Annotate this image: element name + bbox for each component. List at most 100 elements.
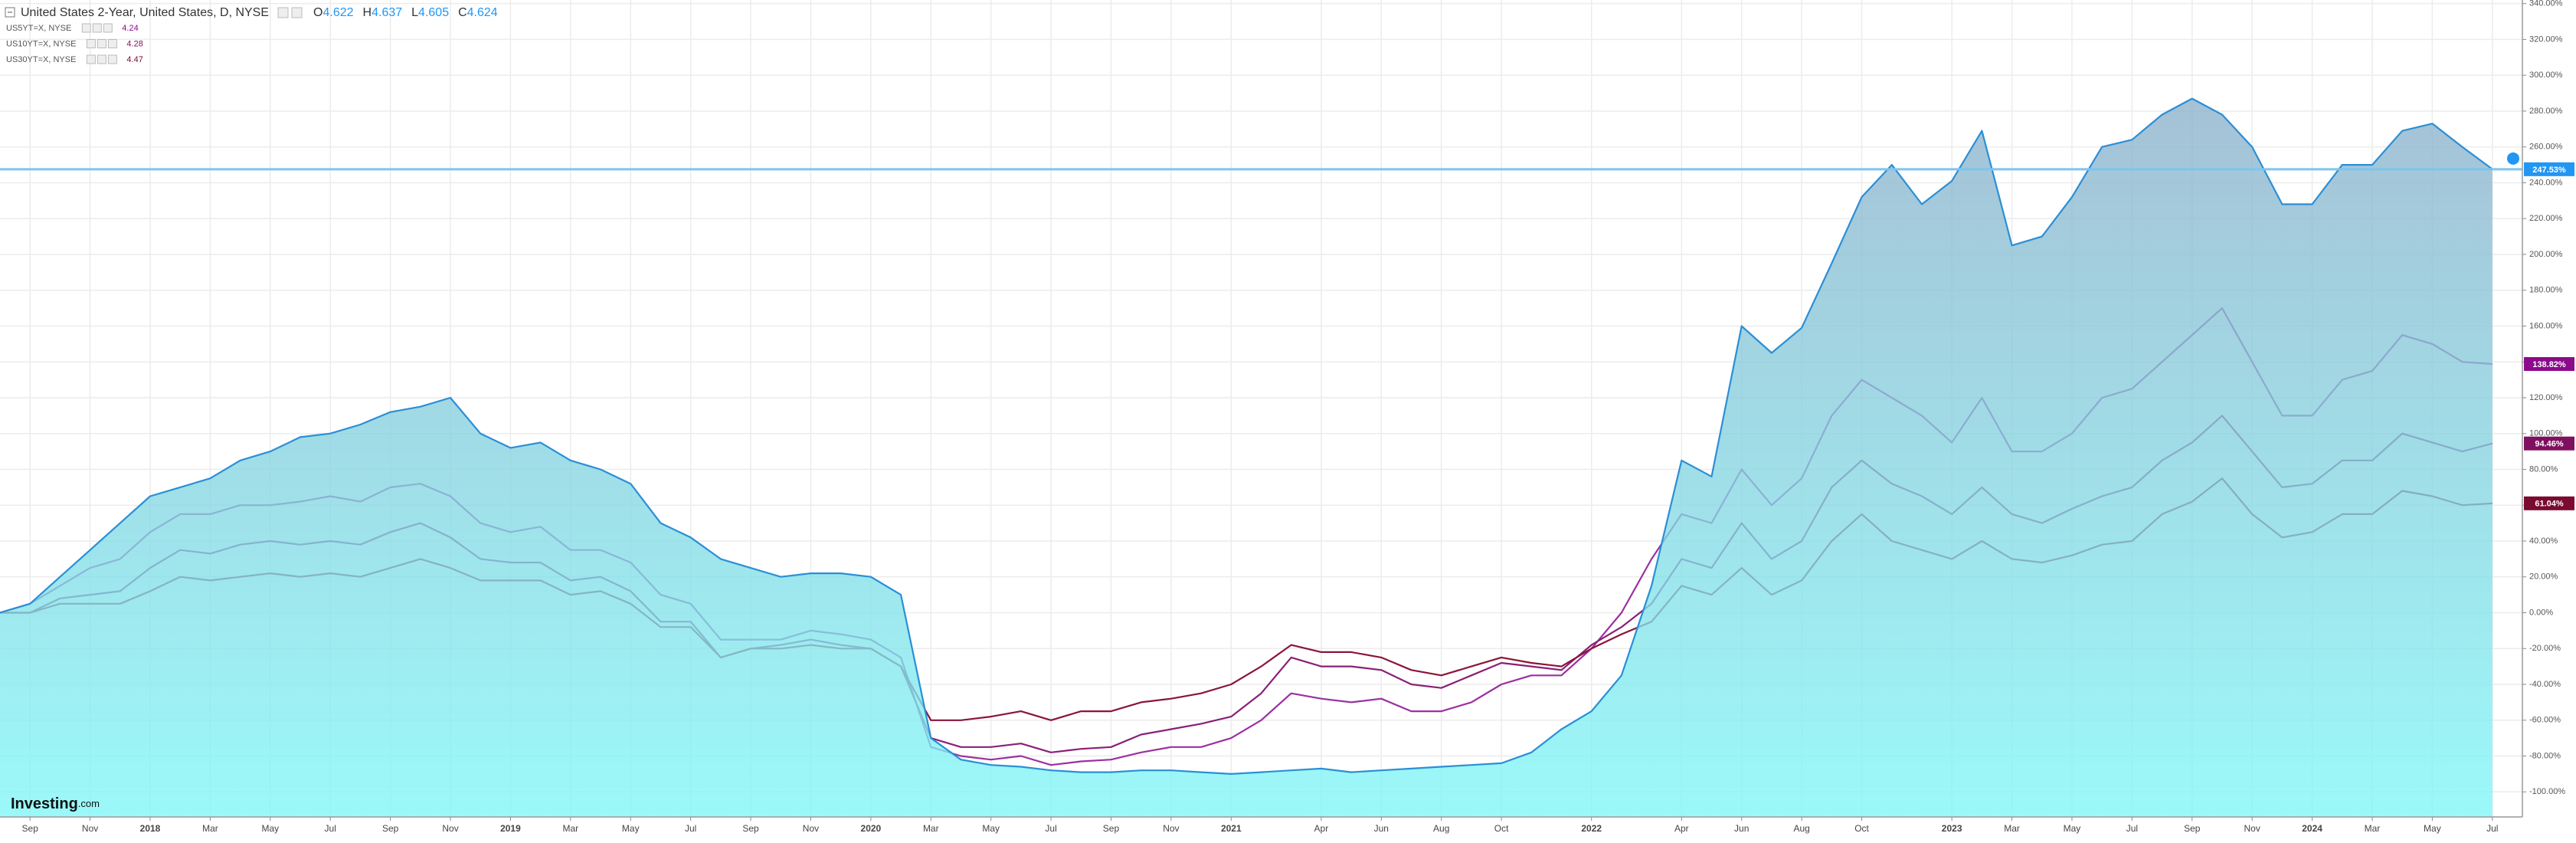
end-label: 61.04% (2535, 500, 2564, 509)
legend: United States 2-Year, United States, D, … (5, 6, 498, 812)
x-tick-label: Apr (1314, 823, 1329, 834)
x-tick-label: Jun (1734, 823, 1749, 834)
x-tick-label: Mar (563, 823, 579, 834)
x-tick-label: Oct (1494, 823, 1509, 834)
x-tick-label: 2022 (1581, 823, 1602, 834)
x-tick-label: Nov (1163, 823, 1179, 834)
y-tick-label: 100.00% (2529, 429, 2563, 438)
legend-button[interactable] (86, 54, 96, 64)
y-tick-label: 120.00% (2529, 393, 2563, 402)
x-tick-label: Mar (202, 823, 218, 834)
plot (0, 97, 2522, 818)
x-tick-label: 2023 (1942, 823, 1962, 834)
x-tick-label: Jul (2126, 823, 2138, 834)
y-tick-label: 200.00% (2529, 250, 2563, 259)
x-tick-label: 2021 (1221, 823, 1242, 834)
y-tick-label: 20.00% (2529, 572, 2558, 582)
y-tick-label: -100.00% (2529, 787, 2565, 796)
y-tick-label: 160.00% (2529, 321, 2563, 330)
legend-name: US30YT=X, NYSE (6, 55, 76, 64)
x-tick-label: Sep (22, 823, 39, 834)
end-label: 247.53% (2532, 166, 2566, 175)
x-tick-label: Oct (1854, 823, 1869, 834)
ohlc-label: L (411, 6, 418, 19)
legend-name: US5YT=X, NYSE (6, 24, 71, 33)
y-tick-label: 180.00% (2529, 286, 2563, 295)
y-tick-label: 220.00% (2529, 214, 2563, 223)
y-tick-label: 300.00% (2529, 71, 2563, 80)
x-tick-label: Sep (1103, 823, 1120, 834)
legend-value: 4.47 (126, 55, 142, 64)
line (0, 97, 2493, 775)
x-tick-label: 2018 (140, 823, 161, 834)
x-tick-label: Aug (1793, 823, 1809, 834)
ohlc-value: 4.637 (372, 6, 402, 19)
x-tick-label: Nov (2244, 823, 2260, 834)
end-badge (2524, 356, 2574, 371)
x-tick-label: Apr (1674, 823, 1689, 834)
ohlc-value: 4.605 (418, 6, 449, 19)
y-tick-label: -20.00% (2529, 644, 2561, 653)
y-tick-label: 340.00% (2529, 0, 2563, 8)
y-tick-label: 40.00% (2529, 536, 2558, 546)
legend-button[interactable] (107, 39, 117, 48)
y-tick-label: 280.00% (2529, 107, 2563, 116)
legend-value: 4.24 (122, 24, 138, 33)
x-tick-label: Nov (803, 823, 819, 834)
end-label: 138.82% (2532, 360, 2566, 369)
area (0, 98, 2493, 818)
x-tick-label: May (982, 823, 1000, 834)
x-tick-label: May (622, 823, 640, 834)
end-marker (2507, 152, 2519, 165)
x-tick-label: Nov (82, 823, 98, 834)
ohlc-label: H (363, 6, 372, 19)
ohlc-label: O (313, 6, 322, 19)
ohlc-label: C (458, 6, 467, 19)
y-tick-label: 320.00% (2529, 34, 2563, 44)
x-tick-label: Mar (2365, 823, 2381, 834)
x-tick-label: Jul (685, 823, 696, 834)
y-tick-label: 0.00% (2529, 608, 2553, 617)
legend-button[interactable] (97, 39, 106, 48)
y-tick-label: 240.00% (2529, 178, 2563, 187)
legend-button[interactable] (81, 23, 91, 33)
watermark-suffix: .com (78, 798, 100, 809)
y-tick-label: -40.00% (2529, 680, 2561, 689)
legend-title: United States 2-Year, United States, D, … (21, 6, 269, 19)
x-tick-label: Mar (2004, 823, 2020, 834)
y-tick-label: -80.00% (2529, 751, 2561, 760)
x-tick-label: 2019 (500, 823, 521, 834)
x-tick-label: May (261, 823, 279, 834)
x-tick-label: May (2424, 823, 2441, 834)
legend-button[interactable] (277, 7, 289, 18)
end-badge (2524, 496, 2574, 510)
watermark-brand: Investing (11, 795, 78, 812)
legend-button[interactable] (291, 7, 303, 18)
x-tick-label: 2024 (2302, 823, 2322, 834)
legend-button[interactable] (86, 39, 96, 48)
x-tick-label: Sep (742, 823, 759, 834)
x-tick-label: May (2064, 823, 2081, 834)
ohlc-value: 4.622 (322, 6, 353, 19)
y-tick-label: -60.00% (2529, 716, 2561, 725)
x-tick-label: Sep (2184, 823, 2201, 834)
legend-value: 4.28 (126, 39, 142, 48)
x-tick-label: Aug (1433, 823, 1449, 834)
legend-button[interactable] (97, 54, 106, 64)
legend-button[interactable] (107, 54, 117, 64)
legend-name: US10YT=X, NYSE (6, 39, 76, 48)
x-tick-label: Jul (325, 823, 336, 834)
end-badge (2524, 436, 2574, 451)
y-tick-label: 80.00% (2529, 464, 2558, 474)
ohlc: O4.622 H4.637 L4.605 C4.624 (313, 6, 498, 19)
end-badge (2524, 162, 2574, 176)
legend-button[interactable] (92, 23, 102, 33)
x-tick-label: Sep (382, 823, 399, 834)
x-tick-label: Jun (1374, 823, 1389, 834)
y-tick-label: 260.00% (2529, 143, 2563, 152)
legend-button[interactable] (103, 23, 113, 33)
x-tick-label: 2020 (861, 823, 882, 834)
